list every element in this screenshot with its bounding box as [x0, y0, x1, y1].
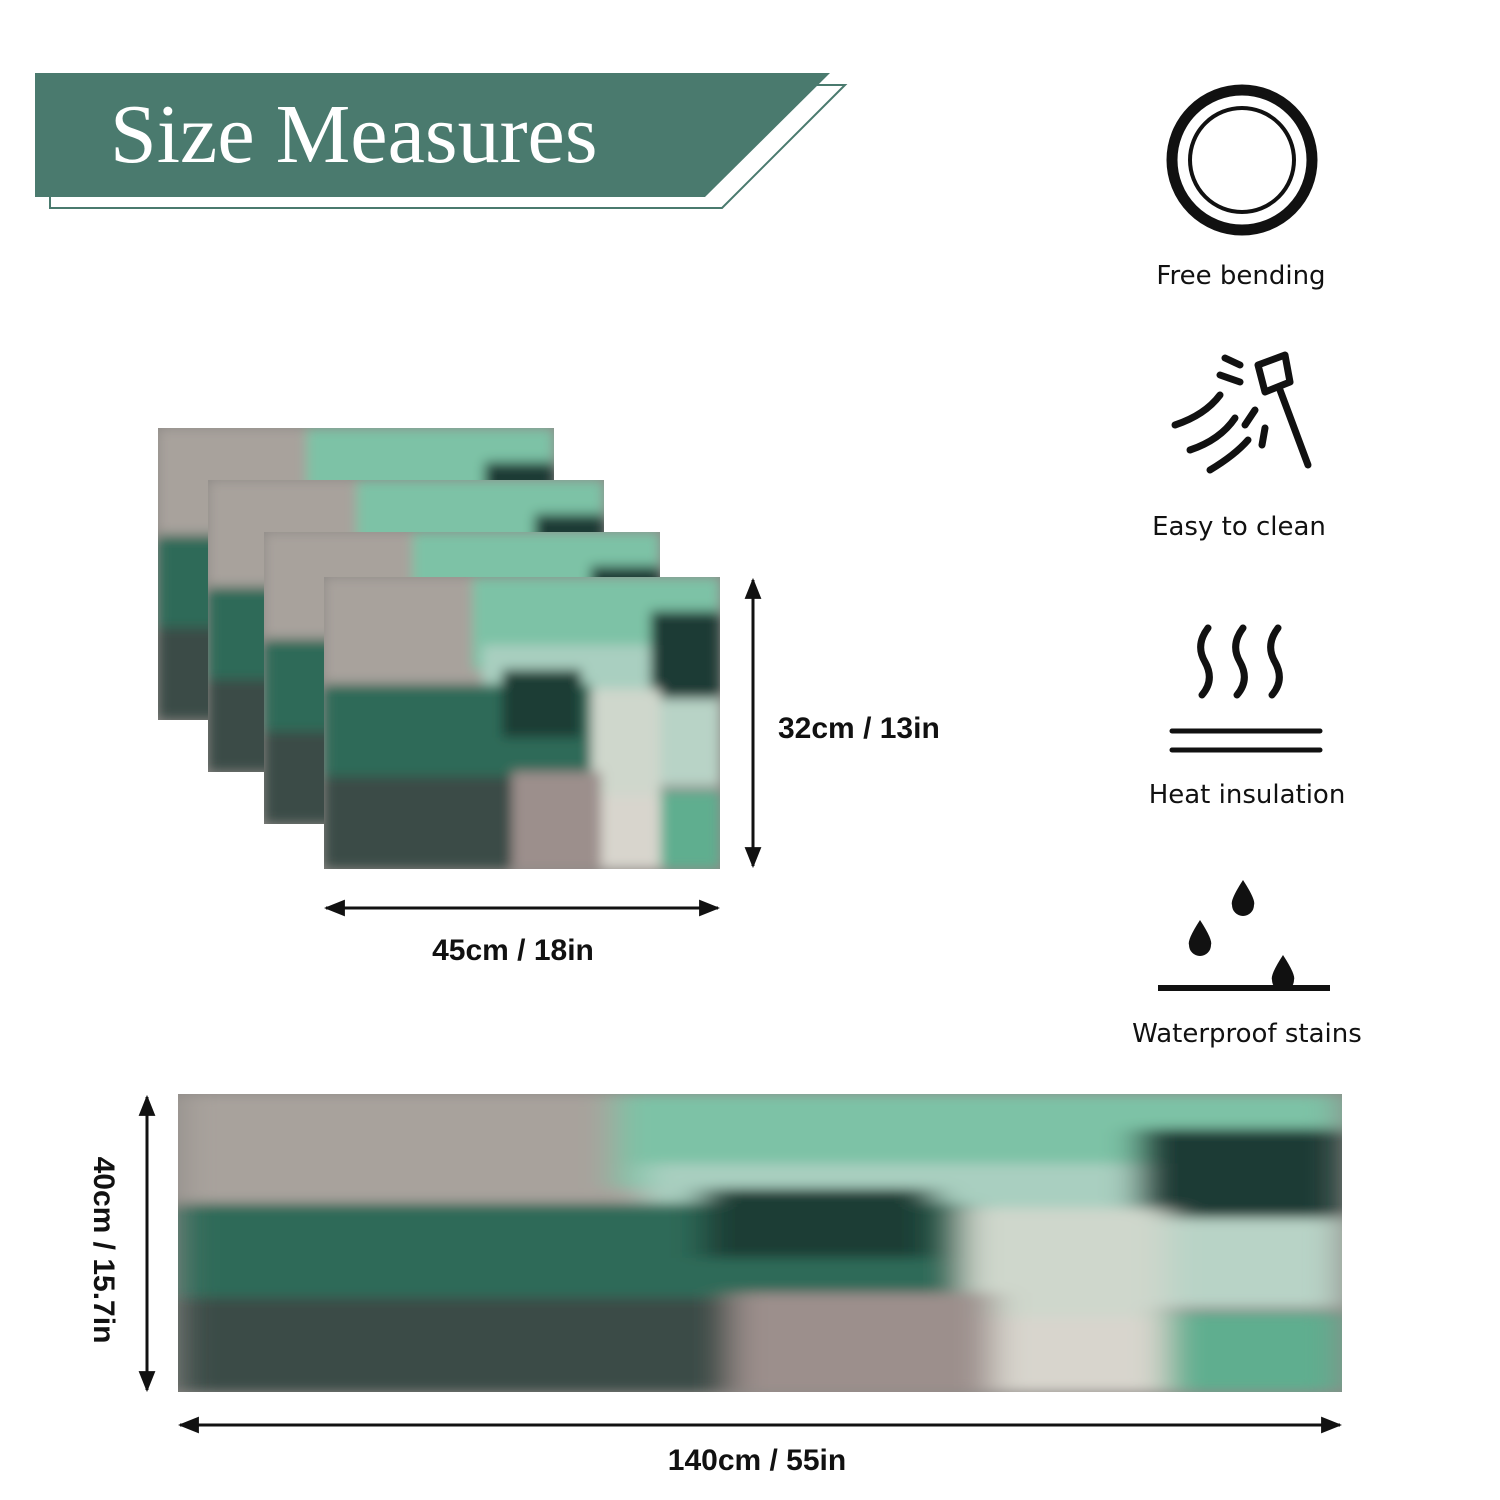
heat-icon [1169, 624, 1323, 753]
placemat-width: 45cm / 18in [432, 934, 594, 967]
placemat-image [324, 577, 720, 869]
feature-label: Waterproof stains [1132, 1019, 1362, 1049]
placemat-height: 32cm / 13in [778, 712, 940, 745]
feature-label: Free bending [1156, 261, 1325, 291]
runner-height: 40cm / 15.7in [87, 1157, 120, 1344]
runner-image [178, 1094, 1342, 1392]
banner [35, 73, 830, 197]
waterproof-icon [1158, 880, 1330, 991]
clean-icon [1171, 351, 1312, 474]
runner-width: 140cm / 55in [668, 1444, 846, 1477]
feature-label: Heat insulation [1149, 780, 1346, 810]
feature-label: Easy to clean [1152, 512, 1326, 542]
title: Size Measures [110, 88, 598, 181]
bending-icon [1166, 84, 1318, 236]
